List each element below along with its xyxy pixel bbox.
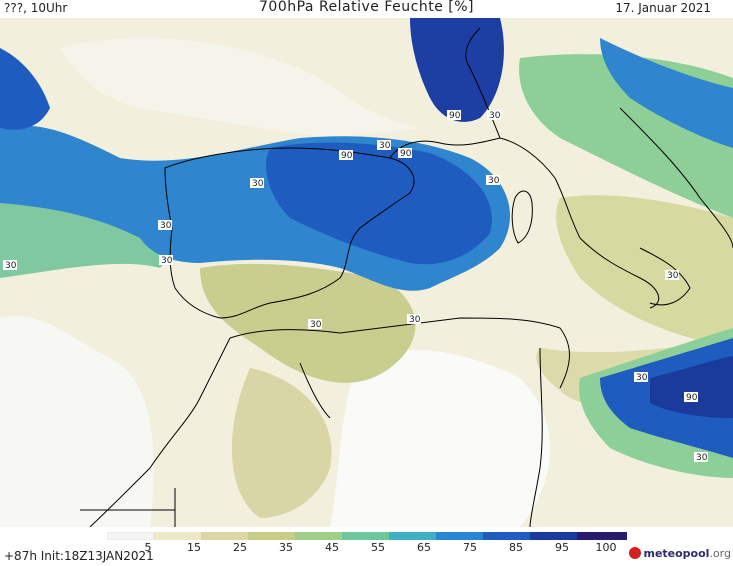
dry-zone-atlantic bbox=[0, 316, 154, 527]
colorbar-tick: 75 bbox=[463, 541, 477, 554]
svg-text:30: 30 bbox=[667, 271, 679, 281]
run-info: +87h Init:18Z13JAN2021 bbox=[4, 549, 154, 563]
svg-text:90: 90 bbox=[400, 149, 412, 159]
humidity-map: 30 90 90 30 90 30 30 30 30 30 30 30 90 3… bbox=[0, 18, 733, 527]
svg-text:30: 30 bbox=[5, 261, 17, 271]
colorbar-tick: 100 bbox=[595, 541, 617, 554]
colorbar-tick: 55 bbox=[371, 541, 385, 554]
colorbar-segment bbox=[577, 532, 627, 540]
dry-zone-sahara bbox=[330, 349, 550, 527]
svg-text:30: 30 bbox=[488, 176, 500, 186]
colorbar-segment bbox=[154, 532, 201, 540]
contour-label: 30 bbox=[159, 255, 173, 266]
moist-band-core bbox=[266, 142, 492, 265]
colorbar-segment bbox=[483, 532, 530, 540]
logo-icon bbox=[629, 547, 642, 559]
colorbar-segment bbox=[107, 532, 155, 540]
map-title: 700hPa Relative Feuchte [%] bbox=[259, 0, 474, 15]
svg-text:90: 90 bbox=[341, 151, 353, 161]
contour-label: 90 bbox=[398, 148, 412, 159]
valid-date-label: 17. Januar 2021 bbox=[615, 1, 711, 15]
colorbar-ticks: 5 15 25 35 45 55 65 75 85 95 100 bbox=[0, 541, 733, 555]
colorbar-segment bbox=[389, 532, 436, 540]
contour-label: 30 bbox=[665, 270, 679, 281]
colorbar-segment bbox=[436, 532, 483, 540]
svg-text:30: 30 bbox=[696, 453, 708, 463]
moist-band-top bbox=[410, 18, 504, 122]
moist-band-sicily-core bbox=[650, 356, 733, 418]
svg-text:30: 30 bbox=[160, 221, 172, 231]
contour-label: 30 bbox=[250, 178, 264, 189]
contour-label: 30 bbox=[308, 319, 322, 330]
svg-text:30: 30 bbox=[409, 315, 421, 325]
colorbar-tick: 85 bbox=[509, 541, 523, 554]
svg-text:90: 90 bbox=[686, 393, 698, 403]
colorbar-segment bbox=[295, 532, 342, 540]
colorbar bbox=[107, 532, 627, 540]
contour-label: 30 bbox=[158, 220, 172, 231]
valid-time-label: ???, 10Uhr bbox=[4, 1, 68, 15]
footer: 5 15 25 35 45 55 65 75 85 95 100 +87h In… bbox=[0, 527, 733, 566]
contour-label: 30 bbox=[486, 175, 500, 186]
contour-label: 90 bbox=[447, 110, 461, 121]
colorbar-tick: 45 bbox=[325, 541, 339, 554]
svg-text:30: 30 bbox=[489, 111, 501, 121]
colorbar-segment bbox=[342, 532, 389, 540]
colorbar-tick: 65 bbox=[417, 541, 431, 554]
colorbar-tick: 15 bbox=[187, 541, 201, 554]
dry-zone-north bbox=[60, 38, 420, 138]
contour-label: 30 bbox=[3, 260, 17, 271]
svg-text:30: 30 bbox=[636, 373, 648, 383]
colorbar-segment bbox=[530, 532, 577, 540]
svg-text:30: 30 bbox=[161, 256, 173, 266]
contour-label: 90 bbox=[684, 392, 698, 403]
contour-label: 90 bbox=[339, 150, 353, 161]
svg-text:30: 30 bbox=[379, 141, 391, 151]
contour-label: 30 bbox=[407, 314, 421, 325]
moist-band-adriatic bbox=[600, 38, 733, 148]
colorbar-segment bbox=[248, 532, 295, 540]
svg-text:90: 90 bbox=[449, 111, 461, 121]
contour-label: 30 bbox=[634, 372, 648, 383]
contour-label: 30 bbox=[487, 110, 501, 121]
colorbar-tick: 95 bbox=[555, 541, 569, 554]
colorbar-tick: 25 bbox=[233, 541, 247, 554]
olive-zone-spain bbox=[200, 263, 416, 383]
contour-labels: 30 90 90 30 90 30 30 30 30 30 30 30 90 3… bbox=[3, 110, 708, 463]
moist-band-west bbox=[0, 48, 50, 130]
contour-label: 30 bbox=[694, 452, 708, 463]
olive-zone-morocco bbox=[231, 368, 332, 518]
olive-zone-east bbox=[556, 195, 733, 348]
svg-text:30: 30 bbox=[310, 320, 322, 330]
colorbar-segment bbox=[201, 532, 248, 540]
meteopool-logo[interactable]: meteopool.org bbox=[629, 547, 731, 560]
svg-text:30: 30 bbox=[252, 179, 264, 189]
contour-label: 30 bbox=[377, 140, 391, 151]
colorbar-tick: 35 bbox=[279, 541, 293, 554]
colorbar-tick: 5 bbox=[144, 541, 152, 554]
header: ???, 10Uhr 700hPa Relative Feuchte [%] 1… bbox=[0, 0, 733, 18]
coastlines bbox=[80, 27, 733, 527]
